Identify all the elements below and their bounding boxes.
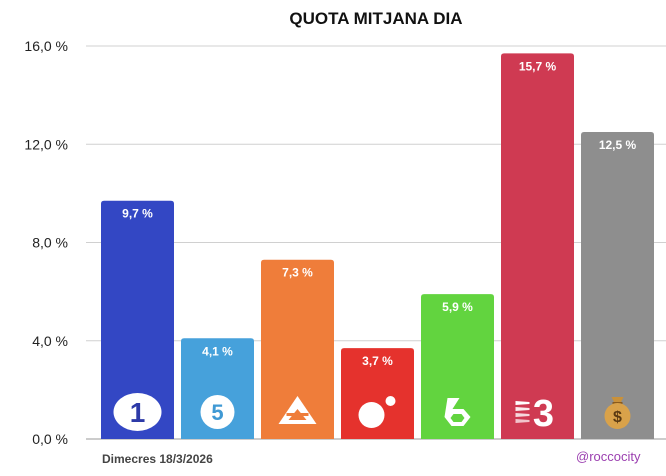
- data-label: 15,7 %: [519, 59, 557, 73]
- footer-handle[interactable]: @roccocity: [576, 449, 641, 464]
- data-label: 5,9 %: [442, 300, 473, 314]
- svg-text:3: 3: [533, 393, 554, 435]
- bar-group: 4,1 % 5: [181, 338, 254, 439]
- svg-text:1: 1: [130, 397, 146, 428]
- bar[interactable]: [261, 259, 334, 439]
- la1-logo-icon: 1: [113, 393, 162, 431]
- bar-group: 9,7 % 1: [101, 200, 174, 439]
- bar[interactable]: [501, 53, 574, 440]
- lasexta-logo-icon: [444, 398, 471, 426]
- y-tick-label: 4,0 %: [32, 333, 68, 349]
- bar-group: 15,7 % 3: [501, 53, 574, 440]
- data-label: 4,1 %: [202, 344, 233, 358]
- bar-group: 7,3 %: [261, 259, 334, 439]
- antena3-logo-icon: [278, 396, 317, 424]
- bar[interactable]: [101, 200, 174, 439]
- data-label: 7,3 %: [282, 266, 313, 280]
- y-tick-label: 0,0 %: [32, 431, 68, 447]
- bar[interactable]: [421, 294, 494, 439]
- bar[interactable]: [581, 131, 654, 439]
- data-label: 9,7 %: [122, 207, 153, 221]
- footer-date: Dimecres 18/3/2026: [102, 452, 213, 466]
- tv3-logo-icon: 3: [515, 393, 554, 435]
- svg-text:$: $: [613, 409, 622, 426]
- cuatro-logo-icon: [358, 396, 396, 428]
- bar-group: 3,7 %: [341, 348, 414, 439]
- svg-text:5: 5: [211, 400, 223, 425]
- bars-layer: 9,7 % 1 4,1 % 5 7,3 % 3,7 % 5,9 % 15,7 % 3 12,5 %…: [101, 53, 654, 440]
- bar-group: 5,9 %: [421, 294, 494, 439]
- money-bag-icon: $: [604, 397, 631, 429]
- data-label: 3,7 %: [362, 354, 393, 368]
- bar-group: 12,5 % $: [581, 131, 654, 439]
- telecinco-logo-icon: 5: [200, 395, 235, 429]
- chart-title: QUOTA MITJANA DIA: [289, 9, 462, 28]
- bar[interactable]: [181, 338, 254, 439]
- y-tick-label: 12,0 %: [24, 136, 68, 152]
- y-tick-label: 16,0 %: [24, 38, 68, 54]
- data-label: 12,5 %: [599, 138, 637, 152]
- y-tick-label: 8,0 %: [32, 235, 68, 251]
